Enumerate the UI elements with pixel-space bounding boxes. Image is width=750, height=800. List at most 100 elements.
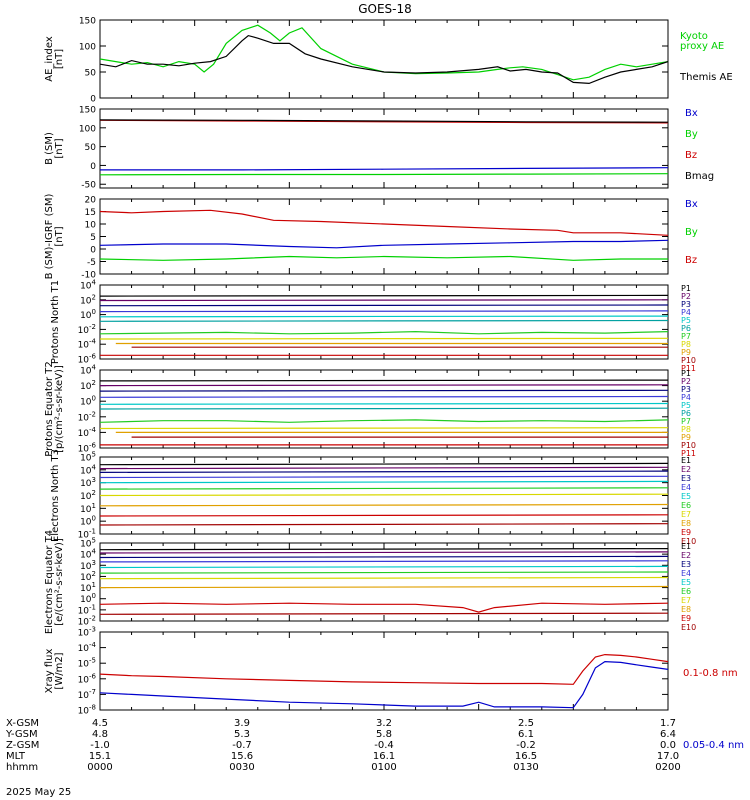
series-bz <box>100 209 668 236</box>
series-p5 <box>100 315 668 318</box>
series-bx <box>100 167 668 171</box>
legend-e1: E1 <box>681 456 691 465</box>
y-axis-label: AE_index[nT] <box>44 36 65 82</box>
series-bx <box>100 239 668 249</box>
x-row-value: -0.7 <box>232 740 252 751</box>
y-tick-label: -50 <box>81 181 96 191</box>
y-tick-label: 10-4 <box>78 426 97 439</box>
legend-e9: E9 <box>681 528 691 537</box>
legend-p8: P8 <box>681 425 691 434</box>
series-e7 <box>100 576 668 580</box>
y-tick-label: -5 <box>87 258 96 268</box>
panel-frame <box>99 19 669 99</box>
x-row-value: -0.4 <box>374 740 394 751</box>
legend-kyoto: Kyoto <box>680 31 708 42</box>
y-tick-label: 15 <box>85 208 96 218</box>
x-row-value: 0200 <box>655 762 680 773</box>
series-e9 <box>100 514 668 517</box>
legend-0-05-0-4-nm: 0.05-0.4 nm <box>683 740 744 751</box>
legend-p9: P9 <box>681 348 691 357</box>
x-row-value: 15.6 <box>231 751 253 762</box>
series-p3 <box>100 389 668 392</box>
y-tick-label: 50 <box>85 69 97 79</box>
x-row-value: 3.9 <box>234 718 250 729</box>
legend-p4: P4 <box>681 308 691 317</box>
series-e3 <box>100 555 668 559</box>
legend-e5: E5 <box>681 492 691 501</box>
series-e6 <box>100 487 668 490</box>
x-row-label-z-gsm: Z-GSM <box>6 740 39 751</box>
legend-p8: P8 <box>681 340 691 349</box>
legend-p3: P3 <box>681 300 691 309</box>
y-tick-label: -10 <box>81 271 96 281</box>
legend-e2: E2 <box>681 465 691 474</box>
series-e4 <box>100 560 668 563</box>
legend-e7: E7 <box>681 510 691 519</box>
series-p7 <box>100 419 668 423</box>
y-tick-label: 10-7 <box>78 688 96 701</box>
y-tick-label: 102 <box>80 489 96 502</box>
series-0-05-0-4-nm <box>100 660 668 709</box>
y-tick-label: 10-6 <box>78 672 97 685</box>
y-tick-label: 10-4 <box>78 641 97 654</box>
legend-p1: P1 <box>681 284 691 293</box>
x-row-value: -0.2 <box>516 740 536 751</box>
legend-e6: E6 <box>681 587 691 596</box>
legend-bx: Bx <box>685 199 698 210</box>
legend-e7: E7 <box>681 596 691 605</box>
series-e3 <box>100 470 668 473</box>
x-row-label-y-gsm: Y-GSM <box>5 729 38 740</box>
legend-p11: P11 <box>681 449 696 458</box>
x-row-label-x-gsm: X-GSM <box>6 718 39 729</box>
x-row-value: 15.1 <box>89 751 111 762</box>
y-tick-label: 100 <box>79 43 96 53</box>
y-tick-label: 50 <box>85 143 97 153</box>
date-label: 2025 May 25 <box>6 787 71 798</box>
y-tick-label: 102 <box>80 293 96 306</box>
legend-by: By <box>685 129 698 140</box>
y-axis-label: Protons North T1 <box>50 280 61 364</box>
series-p1 <box>100 379 668 382</box>
series-p8 <box>100 427 668 430</box>
y-tick-label: 100 <box>80 308 96 321</box>
legend-proxy-ae: proxy AE <box>680 41 724 52</box>
y-axis-label: Protons Equator T2[p/(cm²-s-sr-keV)] <box>44 361 65 457</box>
legend-p1: P1 <box>681 369 691 378</box>
x-row-value: 6.1 <box>518 729 534 740</box>
legend-p6: P6 <box>681 324 691 333</box>
x-row-value: 0130 <box>513 762 538 773</box>
y-tick-label: 101 <box>80 502 96 515</box>
panel-frame <box>99 198 669 275</box>
series-p6 <box>100 319 668 322</box>
series-e8 <box>100 585 668 589</box>
series-p3 <box>100 304 668 307</box>
x-row-value: -1.0 <box>90 740 110 751</box>
legend-e9: E9 <box>681 614 691 623</box>
y-tick-label: 10-5 <box>78 657 96 670</box>
legend-p3: P3 <box>681 385 691 394</box>
y-tick-label: 100 <box>80 515 96 528</box>
legend-p7: P7 <box>681 417 691 426</box>
y-tick-label: 5 <box>90 233 96 243</box>
panel-frame <box>99 542 669 622</box>
legend-e3: E3 <box>681 474 691 483</box>
series-p2 <box>100 384 668 387</box>
y-tick-label: 0 <box>90 95 96 105</box>
x-row-value: 0000 <box>87 762 112 773</box>
y-tick-label: 150 <box>79 17 96 27</box>
legend-p9: P9 <box>681 433 691 442</box>
panel-3: -10 -5 0 5 10 15 20 B (SM)-IGRF (SM)[nT] Bx By Bz <box>44 194 698 281</box>
legend-p2: P2 <box>681 292 691 301</box>
x-row-value: 17.0 <box>657 751 679 762</box>
series-e2 <box>100 466 668 470</box>
legend-p11: P11 <box>681 364 696 373</box>
series-p5 <box>100 402 668 405</box>
series-p8 <box>100 337 668 340</box>
x-row-value: 4.5 <box>92 718 108 729</box>
y-tick-label: 10-2 <box>78 323 96 336</box>
